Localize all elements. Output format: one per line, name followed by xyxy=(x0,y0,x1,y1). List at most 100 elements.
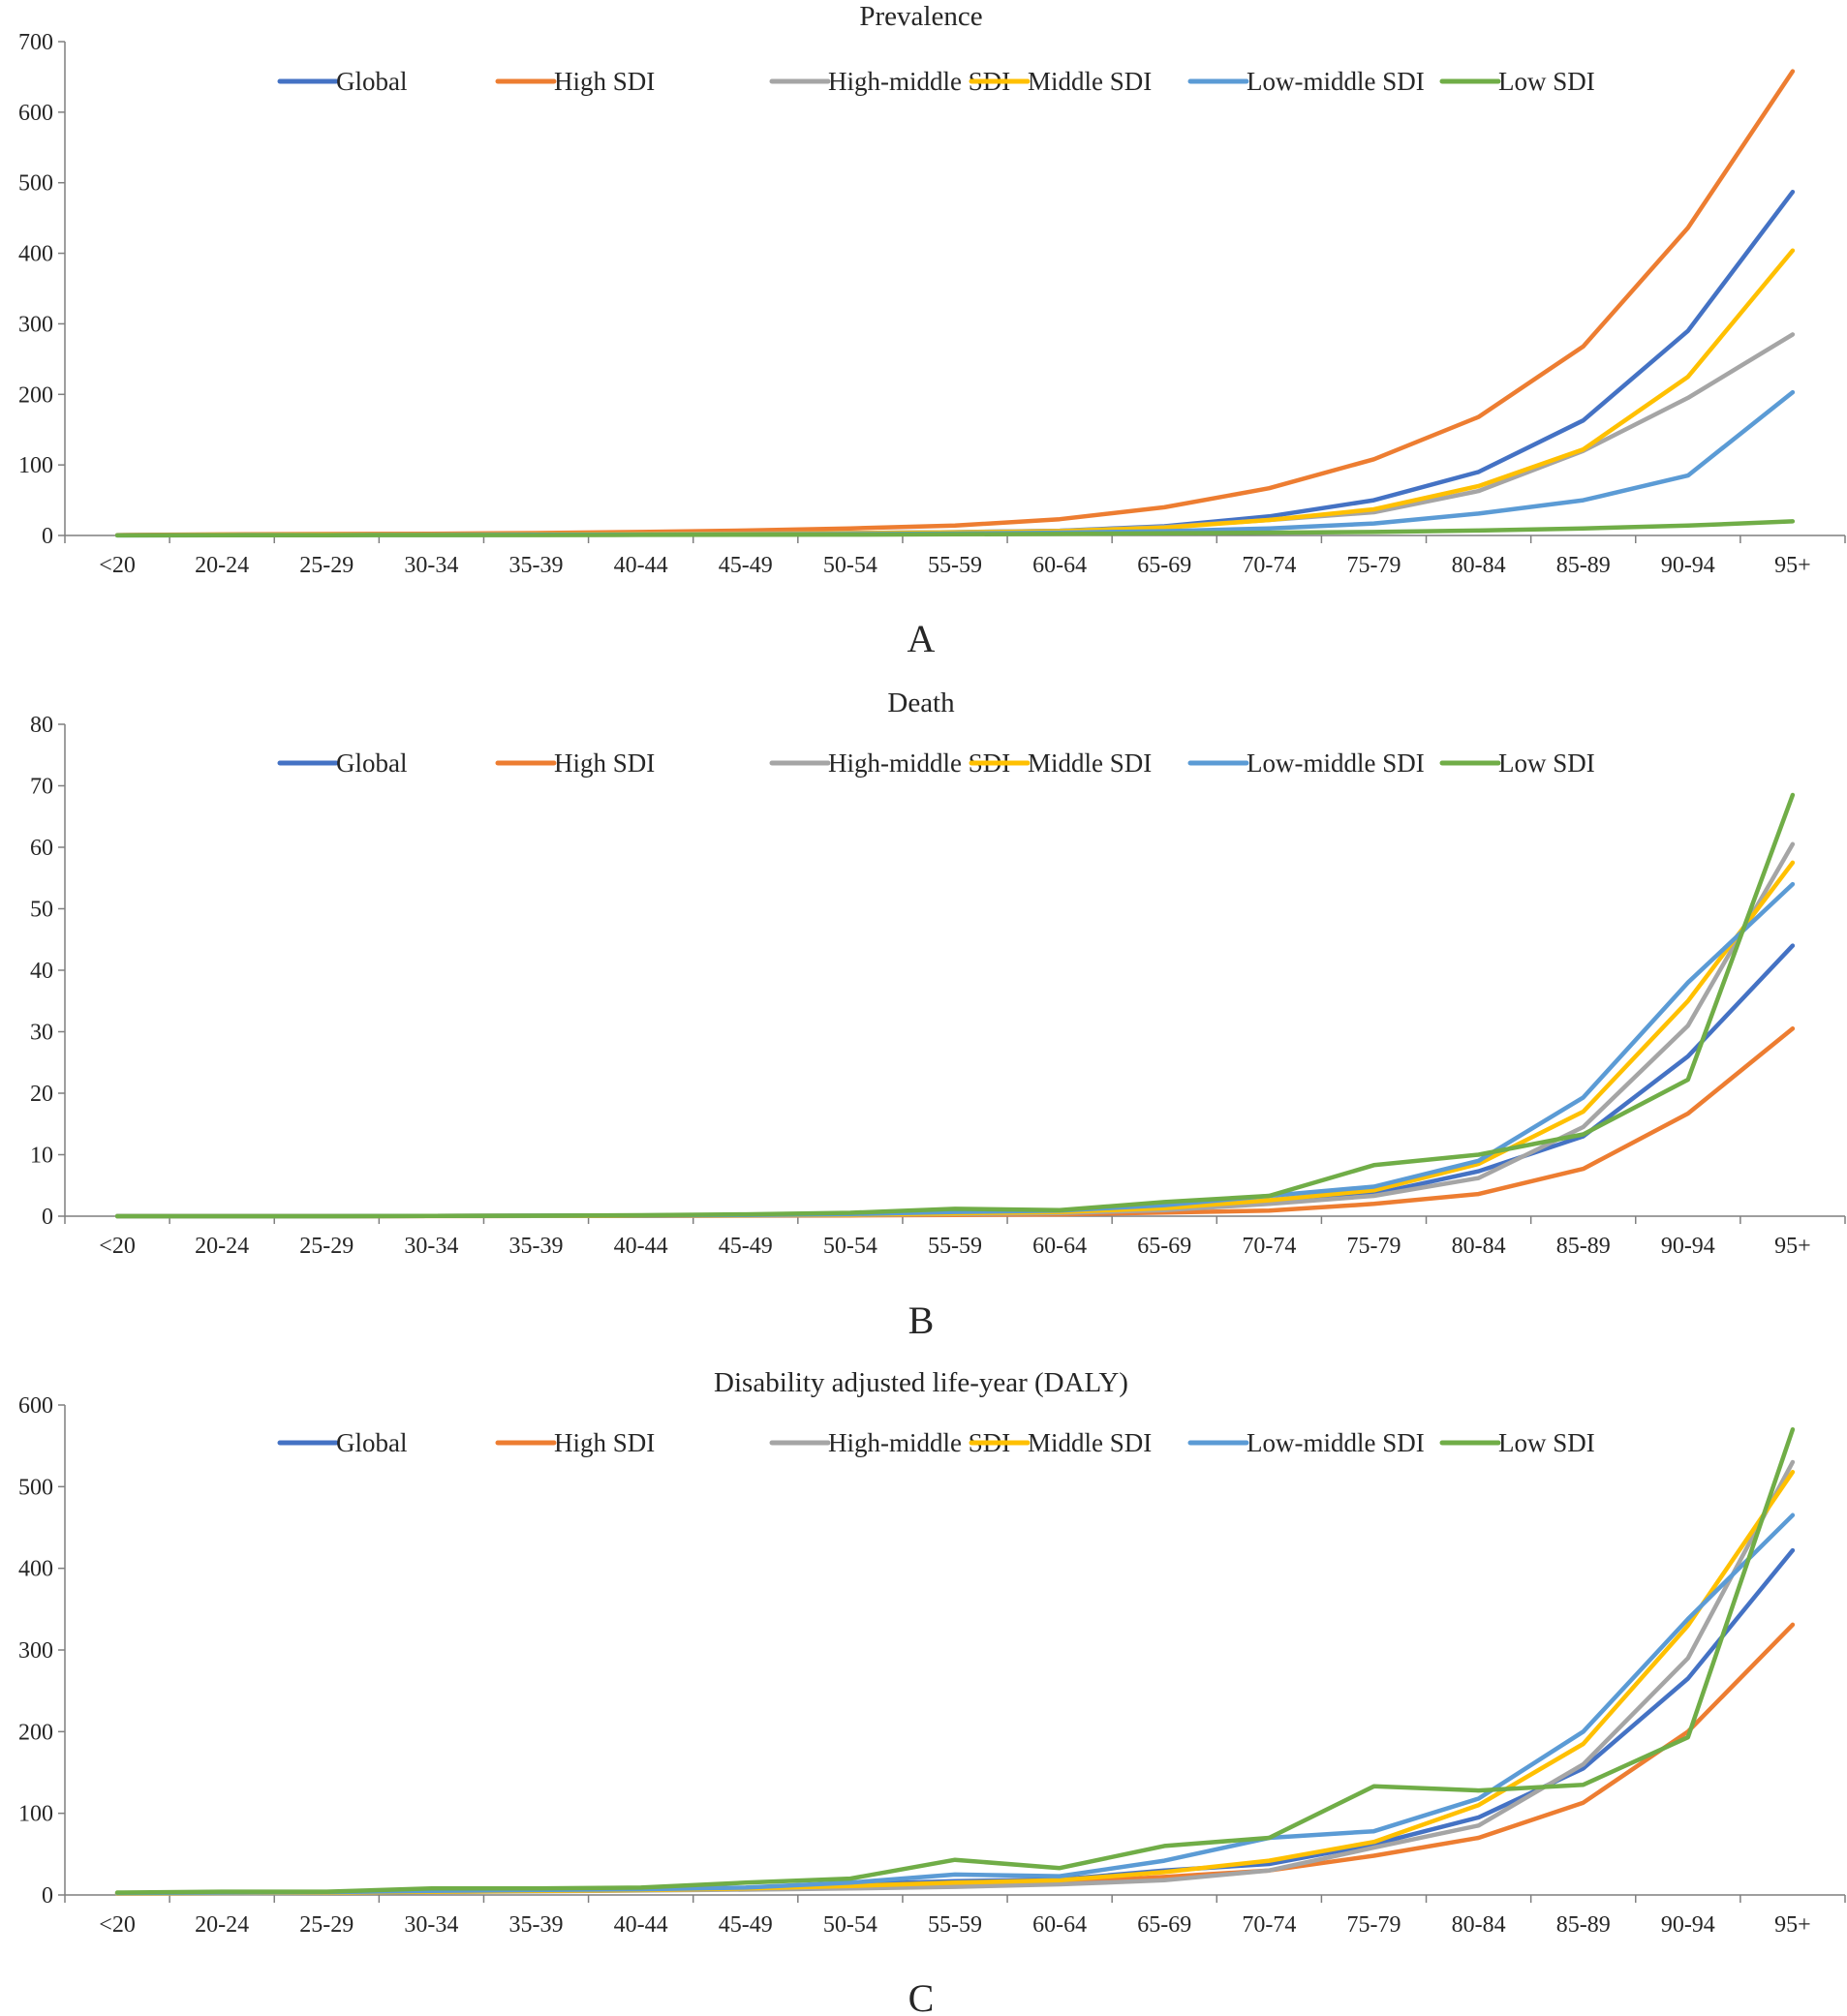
x-tick-label: 50-54 xyxy=(823,1234,877,1259)
panel-label: B xyxy=(908,1298,935,1342)
series-line-global xyxy=(114,943,1796,1219)
legend: Global High SDI High-middle SDI Middle SDI L… xyxy=(277,67,1595,96)
panel-label: C xyxy=(908,1976,935,2016)
x-tick-label: 85-89 xyxy=(1556,1234,1611,1259)
series-line-middle-sdi xyxy=(114,248,1796,538)
legend-item-global: Global xyxy=(277,67,408,96)
x-tick-label: 45-49 xyxy=(719,1234,773,1259)
x-tick-label: 35-39 xyxy=(509,1234,564,1259)
x-tick-label: 90-94 xyxy=(1661,1234,1715,1259)
x-tick-label: 50-54 xyxy=(823,1912,877,1938)
legend-item-middle-sdi: Middle SDI xyxy=(969,748,1152,778)
x-tick-label: 75-79 xyxy=(1346,1234,1401,1259)
y-tick-label: 200 xyxy=(18,382,53,408)
x-tick-label: 30-34 xyxy=(404,553,458,578)
legend-label: Low-middle SDI xyxy=(1247,1428,1425,1457)
legend-item-global: Global xyxy=(277,1428,408,1457)
x-tick-label: 30-34 xyxy=(404,1912,458,1938)
x-tick-label: 55-59 xyxy=(928,553,982,578)
x-tick-label: 65-69 xyxy=(1137,1234,1191,1259)
x-tick-label: 35-39 xyxy=(509,553,564,578)
series-line-middle-sdi xyxy=(114,1469,1796,1896)
x-tick-label: 80-84 xyxy=(1452,1912,1506,1938)
x-tick-label: 75-79 xyxy=(1346,1912,1401,1938)
legend-item-global: Global xyxy=(277,748,408,778)
legend-label: Middle SDI xyxy=(1028,1428,1152,1457)
legend-item-low-sdi: Low SDI xyxy=(1439,67,1595,96)
x-tick-label: 85-89 xyxy=(1556,1912,1611,1938)
y-tick-label: 80 xyxy=(30,713,53,738)
x-tick-label: 25-29 xyxy=(299,1912,354,1938)
legend-item-middle-sdi: Middle SDI xyxy=(969,67,1152,96)
x-tick-label: 85-89 xyxy=(1556,553,1611,578)
panel-death: Death 0 10 20 30 40 50 60 70 80 <20 20-24 25-29 30-34… xyxy=(30,687,1846,1342)
legend-label: Global xyxy=(336,1428,408,1457)
series-line-global xyxy=(114,1547,1796,1896)
y-tick-label: 40 xyxy=(30,959,53,984)
x-tick-label: 45-49 xyxy=(719,1912,773,1938)
y-tick-label: 600 xyxy=(18,101,53,126)
legend: Global High SDI High-middle SDI Middle SDI L… xyxy=(277,1428,1595,1457)
y-tick-label: 0 xyxy=(42,1883,53,1909)
legend-item-low-middle-sdi: Low-middle SDI xyxy=(1187,748,1425,778)
panel-disability: Disability adjusted life-year (DALY) 0 100… xyxy=(18,1367,1846,2016)
legend-label: High SDI xyxy=(554,1428,655,1457)
x-tick-label: 20-24 xyxy=(195,1234,249,1259)
y-tick-label: 10 xyxy=(30,1144,53,1169)
series-line-high-middle-sdi xyxy=(114,1459,1796,1896)
series-line-low-middle-sdi xyxy=(114,1512,1796,1896)
y-tick-label: 700 xyxy=(18,30,53,55)
x-tick-label: 80-84 xyxy=(1452,1234,1506,1259)
chart-title: Prevalence xyxy=(859,1,982,32)
x-tick-label: 60-64 xyxy=(1032,1234,1087,1259)
y-tick-label: 0 xyxy=(42,1205,53,1230)
x-tick-label: 95+ xyxy=(1774,553,1811,578)
x-tick-label: 95+ xyxy=(1774,1234,1811,1259)
x-tick-label: 20-24 xyxy=(195,553,249,578)
x-tick-label: 75-79 xyxy=(1346,553,1401,578)
y-tick-label: 0 xyxy=(42,524,53,549)
x-tick-label: 65-69 xyxy=(1137,553,1191,578)
legend-item-low-middle-sdi: Low-middle SDI xyxy=(1187,1428,1425,1457)
chart-title: Death xyxy=(887,687,955,718)
legend-label: Low-middle SDI xyxy=(1247,748,1425,778)
legend-item-low-middle-sdi: Low-middle SDI xyxy=(1187,67,1425,96)
legend-item-high-sdi: High SDI xyxy=(495,748,655,778)
x-tick-label: 50-54 xyxy=(823,553,877,578)
x-tick-label: 70-74 xyxy=(1242,1912,1296,1938)
y-tick-label: 70 xyxy=(30,775,53,800)
series-line-middle-sdi xyxy=(114,860,1796,1219)
y-tick-label: 400 xyxy=(18,1557,53,1582)
series-line-high-middle-sdi xyxy=(114,841,1796,1219)
y-tick-label: 60 xyxy=(30,836,53,861)
legend-item-high-sdi: High SDI xyxy=(495,67,655,96)
legend: Global High SDI High-middle SDI Middle SDI L… xyxy=(277,748,1595,778)
x-tick-label: 90-94 xyxy=(1661,1912,1715,1938)
x-tick-label: <20 xyxy=(99,553,136,578)
series-line-low-sdi xyxy=(114,1427,1796,1895)
legend-label: Global xyxy=(336,748,408,778)
y-tick-label: 20 xyxy=(30,1082,53,1107)
x-tick-label: 55-59 xyxy=(928,1234,982,1259)
series-line-low-middle-sdi xyxy=(114,881,1796,1219)
x-tick-label: 80-84 xyxy=(1452,553,1506,578)
x-tick-label: 40-44 xyxy=(614,1912,668,1938)
x-tick-label: 20-24 xyxy=(195,1912,249,1938)
legend-label: High SDI xyxy=(554,748,655,778)
y-tick-label: 300 xyxy=(18,1638,53,1664)
legend-item-low-sdi: Low SDI xyxy=(1439,748,1595,778)
legend-item-middle-sdi: Middle SDI xyxy=(969,1428,1152,1457)
y-tick-label: 50 xyxy=(30,898,53,923)
y-tick-label: 400 xyxy=(18,242,53,267)
legend-label: Low SDI xyxy=(1498,748,1595,778)
legend-label: Low SDI xyxy=(1498,1428,1595,1457)
y-tick-label: 500 xyxy=(18,1475,53,1500)
x-tick-label: 35-39 xyxy=(509,1912,564,1938)
x-tick-label: 70-74 xyxy=(1242,1234,1296,1259)
legend-item-high-sdi: High SDI xyxy=(495,1428,655,1457)
x-tick-label: 55-59 xyxy=(928,1912,982,1938)
y-tick-label: 600 xyxy=(18,1393,53,1419)
chart-title: Disability adjusted life-year (DALY) xyxy=(714,1367,1128,1398)
y-tick-label: 200 xyxy=(18,1720,53,1745)
